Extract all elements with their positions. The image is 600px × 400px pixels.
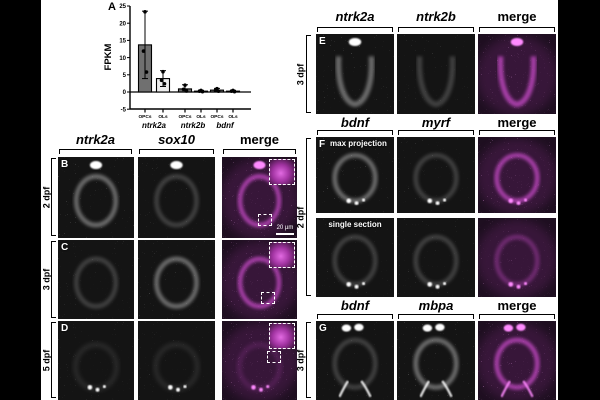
micrograph-f-single-merge	[478, 218, 556, 297]
row-bracket	[306, 138, 311, 296]
header-bracket	[317, 314, 393, 319]
micrograph-e-ntrk2a: E	[316, 34, 394, 114]
age-label-g: 3 dpf	[295, 349, 306, 372]
svg-text:20: 20	[119, 21, 126, 27]
micrograph-f-maxproj-merge	[478, 137, 556, 213]
zoom-inset-box	[269, 159, 295, 185]
header-bracket	[59, 149, 132, 154]
zoom-region-box	[267, 351, 281, 364]
panel-letter-g: G	[319, 323, 327, 334]
zoom-inset-box	[269, 323, 295, 349]
single-section-label: single section	[328, 220, 382, 229]
age-label-f: 2 dpf	[295, 206, 306, 229]
micrograph-f-maxproj-myrf	[397, 137, 475, 213]
svg-text:OPCs: OPCs	[210, 114, 223, 120]
row-bracket	[306, 322, 311, 398]
micrograph-e-ntrk2b	[397, 34, 475, 114]
header-f-myrf: myrf	[421, 115, 451, 130]
panel-letter-b: B	[61, 159, 69, 170]
max-projection-label: max projection	[330, 139, 387, 148]
header-bracket	[139, 149, 214, 154]
micrograph-d-ntrk2a: D	[58, 321, 134, 400]
header-bracket	[223, 149, 296, 154]
header-e-ntrk2a: ntrk2a	[335, 9, 375, 24]
scale-bar: 20 µm	[276, 225, 294, 235]
micrograph-f-maxproj-bdnf: F max projection	[316, 137, 394, 213]
micrograph-c-merge	[222, 240, 297, 319]
svg-text:0: 0	[123, 90, 127, 96]
panel-letter-a: A	[108, 1, 116, 13]
micrograph-g-mbpa	[397, 321, 475, 400]
header-f-bdnf: bdnf	[340, 115, 370, 130]
svg-text:-5: -5	[121, 107, 127, 113]
header-bracket	[479, 314, 555, 319]
header-f-merge: merge	[497, 115, 537, 130]
panel-letter-c: C	[61, 242, 69, 253]
svg-text:10: 10	[119, 56, 126, 62]
panel-letter-d: D	[61, 323, 69, 334]
micrograph-g-merge	[478, 321, 556, 400]
svg-text:bdnf: bdnf	[216, 121, 235, 130]
header-left-ntrk2a: ntrk2a	[75, 132, 116, 147]
header-g-bdnf: bdnf	[340, 298, 370, 313]
micrograph-c-sox10	[138, 240, 215, 319]
scale-bar-line	[276, 233, 294, 235]
svg-text:5: 5	[123, 73, 127, 79]
panel-letter-e: E	[319, 36, 326, 47]
header-e-merge: merge	[497, 9, 537, 24]
header-g-merge: merge	[497, 298, 537, 313]
svg-text:OLs: OLs	[228, 114, 238, 120]
svg-text:25: 25	[119, 4, 126, 10]
svg-text:OPCs: OPCs	[138, 114, 151, 120]
micrograph-f-single-myrf	[397, 218, 475, 297]
header-left-merge: merge	[239, 132, 280, 147]
header-g-mbpa: mbpa	[418, 298, 454, 313]
svg-text:ntrk2a: ntrk2a	[142, 121, 167, 130]
header-bracket	[479, 130, 555, 135]
row-bracket	[306, 35, 311, 113]
micrograph-b-ntrk2a: B	[58, 157, 134, 238]
micrograph-d-sox10	[138, 321, 215, 400]
svg-text:OPCs: OPCs	[178, 114, 191, 120]
figure: A 25 20 15 10 5 0 -5 FPKM OPCs OLs ntrk2a OPCs OLs nt…	[41, 0, 558, 400]
header-e-ntrk2b: ntrk2b	[416, 9, 456, 24]
header-bracket	[398, 314, 474, 319]
svg-text:15: 15	[119, 39, 126, 45]
micrograph-e-merge	[478, 34, 556, 114]
micrograph-g-bdnf: G	[316, 321, 394, 400]
zoom-region-box	[261, 292, 275, 305]
age-label-e: 3 dpf	[295, 63, 306, 86]
panel-letter-f: F	[319, 139, 326, 150]
row-bracket	[51, 241, 56, 318]
svg-text:OLs: OLs	[158, 114, 168, 120]
header-bracket	[398, 27, 474, 32]
header-bracket	[317, 130, 393, 135]
micrograph-d-merge	[222, 321, 297, 400]
header-bracket	[398, 130, 474, 135]
row-bracket	[51, 322, 56, 398]
micrograph-c-ntrk2a: C	[58, 240, 134, 319]
zoom-inset-box	[269, 242, 295, 268]
zoom-region-box	[258, 213, 272, 226]
header-bracket	[479, 27, 555, 32]
svg-text:OLs: OLs	[196, 114, 206, 120]
header-left-sox10: sox10	[158, 132, 195, 147]
scale-bar-label: 20 µm	[276, 225, 294, 231]
micrograph-f-single-bdnf: single section	[316, 218, 394, 297]
micrograph-b-sox10	[138, 157, 215, 238]
svg-text:ntrk2b: ntrk2b	[181, 121, 206, 130]
micrograph-b-merge: 20 µm	[222, 157, 297, 238]
row-bracket	[51, 158, 56, 236]
header-bracket	[317, 27, 393, 32]
svg-text:FPKM: FPKM	[103, 43, 114, 70]
